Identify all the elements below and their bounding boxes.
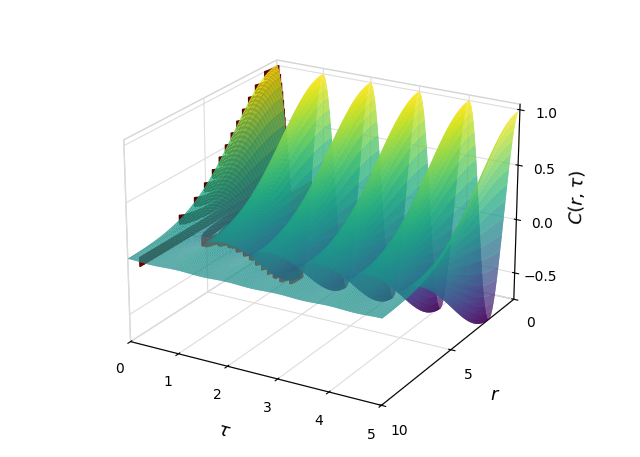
Y-axis label: $r$: $r$ <box>490 386 500 404</box>
X-axis label: $\tau$: $\tau$ <box>215 421 232 441</box>
